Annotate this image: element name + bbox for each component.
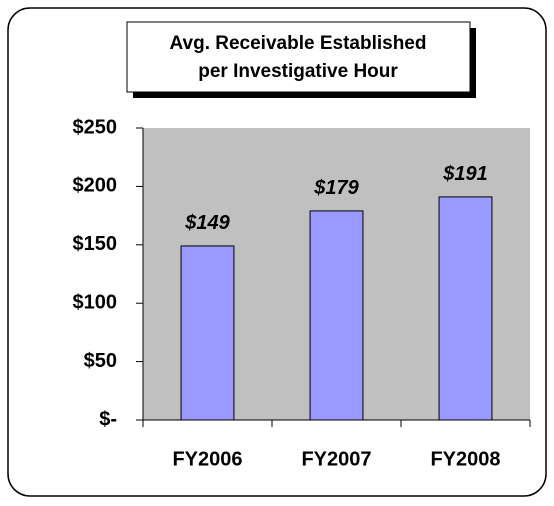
x-tick-label: FY2007 — [301, 448, 371, 470]
bar — [438, 196, 493, 421]
chart-title: per Investigative Hour — [198, 61, 398, 82]
y-tick-label: $100 — [73, 291, 118, 313]
bar — [309, 210, 364, 421]
value-label: $179 — [313, 177, 359, 199]
y-tick-label: $- — [99, 408, 117, 430]
x-tick-label: FY2008 — [430, 448, 500, 470]
value-label: $191 — [442, 163, 488, 185]
y-tick-label: $150 — [73, 233, 118, 255]
value-label: $149 — [184, 212, 230, 234]
y-tick-label: $200 — [73, 175, 118, 197]
chart-title: Avg. Receivable Established — [170, 33, 427, 54]
y-tick-label: $250 — [73, 116, 118, 138]
bar — [180, 245, 235, 421]
x-tick-label: FY2006 — [172, 448, 242, 470]
y-tick-label: $50 — [84, 350, 117, 372]
title-box — [126, 21, 471, 93]
